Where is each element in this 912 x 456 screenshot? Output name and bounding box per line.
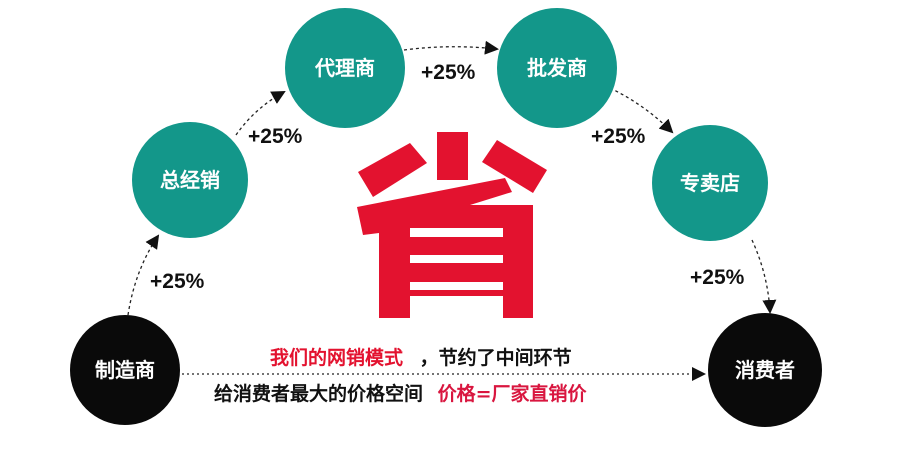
- node-label: 批发商: [527, 56, 587, 80]
- caption-text: 给消费者最大的价格空间: [214, 382, 423, 405]
- arrow-wholesaler-to-store: [609, 87, 674, 134]
- caption-line-1: 我们的网销模式 ，节约了中间环节: [270, 346, 572, 369]
- node-agent: 代理商: [285, 8, 405, 128]
- arrow-distributor-to-agent: [235, 91, 286, 136]
- arrow-manufacturer-to-distributor: [127, 234, 160, 316]
- markup-label: +25%: [421, 61, 476, 84]
- caption-highlight: 我们的网销模式: [270, 346, 403, 369]
- node-label: 消费者: [735, 358, 795, 382]
- markup-label: +25%: [591, 125, 646, 148]
- node-manufacturer: 制造商: [70, 315, 180, 425]
- node-wholesaler: 批发商: [497, 8, 617, 128]
- node-label: 代理商: [314, 56, 375, 80]
- markup-label: +25%: [690, 266, 745, 289]
- markup-label: +25%: [248, 125, 303, 148]
- node-label: 制造商: [95, 358, 155, 382]
- caption-highlight: 价格=厂家直销价: [438, 382, 588, 405]
- arrow-store-to-consumer: [751, 239, 777, 314]
- node-specialty-store: 专卖店: [652, 125, 768, 241]
- caption-text: ，节约了中间环节: [420, 346, 572, 369]
- node-label: 总经销: [160, 168, 220, 192]
- caption-line-2: 给消费者最大的价格空间 价格=厂家直销价: [214, 382, 588, 405]
- node-general-distributor: 总经销: [132, 122, 248, 238]
- node-label: 专卖店: [680, 171, 740, 195]
- save-character-graphic: [357, 132, 547, 318]
- node-consumer: 消费者: [708, 313, 822, 427]
- markup-label: +25%: [150, 270, 205, 293]
- arrow-agent-to-wholesaler: [403, 40, 499, 55]
